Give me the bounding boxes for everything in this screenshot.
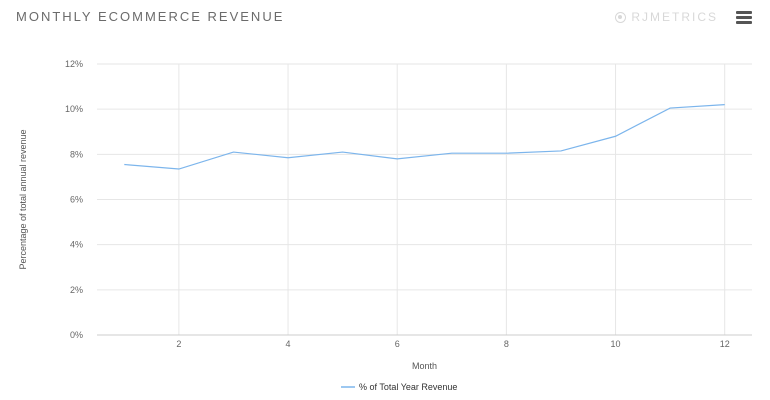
data-point[interactable] xyxy=(339,148,347,156)
series-group xyxy=(120,101,729,173)
x-axis-ticks: 2 4 6 8 10 12 xyxy=(176,339,729,349)
y-tick-label: 0% xyxy=(70,330,83,340)
y-tick-label: 4% xyxy=(70,240,83,250)
legend-item-label[interactable]: % of Total Year Revenue xyxy=(359,382,457,392)
hamburger-menu-icon[interactable] xyxy=(736,11,752,24)
y-tick-label: 2% xyxy=(70,285,83,295)
legend[interactable]: % of Total Year Revenue xyxy=(341,382,457,392)
data-point[interactable] xyxy=(557,147,565,155)
data-point[interactable] xyxy=(502,149,510,157)
data-point[interactable] xyxy=(120,160,128,168)
data-point[interactable] xyxy=(393,155,401,163)
y-tick-label: 10% xyxy=(65,104,83,114)
data-point[interactable] xyxy=(448,149,456,157)
x-tick-label: 4 xyxy=(286,339,291,349)
x-tick-label: 2 xyxy=(176,339,181,349)
rjmetrics-logo-icon xyxy=(615,11,627,23)
data-point[interactable] xyxy=(612,132,620,140)
data-point[interactable] xyxy=(175,165,183,173)
x-axis-title: Month xyxy=(412,361,437,371)
chart-title: MONTHLY ECOMMERCE REVENUE xyxy=(16,9,285,24)
data-point[interactable] xyxy=(666,104,674,112)
brand-name: RJMETRICS xyxy=(631,10,718,24)
x-tick-label: 12 xyxy=(720,339,730,349)
x-tick-label: 10 xyxy=(611,339,621,349)
brand-logo: RJMETRICS xyxy=(615,10,718,24)
x-tick-label: 6 xyxy=(395,339,400,349)
y-tick-label: 12% xyxy=(65,59,83,69)
series-line[interactable] xyxy=(124,104,725,170)
y-axis-ticks: 0% 2% 4% 6% 8% 10% 12% xyxy=(65,59,83,340)
y-axis-title: Percentage of total annual revenue xyxy=(18,129,28,269)
data-point[interactable] xyxy=(229,148,237,156)
x-tick-label: 8 xyxy=(504,339,509,349)
grid-lines xyxy=(97,63,752,336)
y-tick-label: 6% xyxy=(70,195,83,205)
data-point[interactable] xyxy=(284,154,292,162)
y-tick-label: 8% xyxy=(70,149,83,159)
data-point[interactable] xyxy=(721,101,729,109)
